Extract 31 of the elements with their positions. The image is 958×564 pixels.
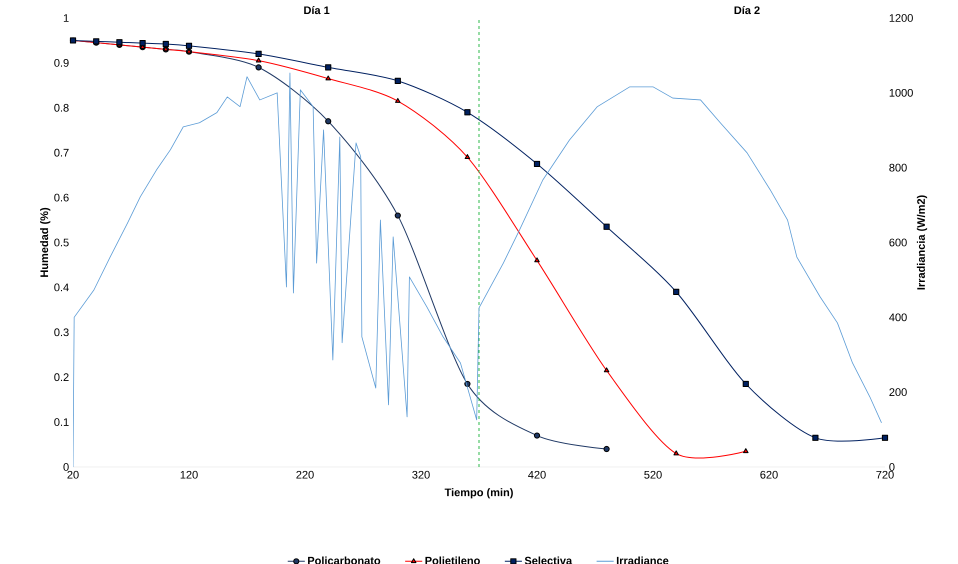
text: Día 2 [734, 6, 760, 14]
y-axis-title: Humedad (%) [40, 208, 50, 277]
y2-tick-label: 1200 [890, 14, 913, 22]
y-tick-label: 0.6 [54, 194, 69, 202]
x-tick-label: 720 [876, 470, 894, 479]
y2-tick-label: 600 [889, 238, 907, 246]
x-tick-label: 320 [412, 470, 430, 479]
x-tick-label: 220 [296, 470, 314, 479]
y2-tick-label: 0 [889, 463, 895, 471]
y-tick-label: 0.9 [54, 59, 69, 67]
x-tick-label: 20 [67, 470, 79, 479]
x-tick-label: 420 [528, 470, 546, 479]
y-tick-label: 0.8 [54, 104, 69, 112]
x-tick-label: 520 [644, 470, 662, 479]
x-tick-label: 120 [180, 470, 198, 479]
x-tick-label: 620 [760, 470, 778, 479]
y2-tick-label: 1000 [890, 88, 913, 97]
y-tick-label: 0.3 [54, 328, 69, 336]
y-tick-label: 0.7 [54, 148, 69, 157]
y2-axis-title: Irradiancia (W/m2) [916, 195, 928, 290]
y2-tick-label: 800 [889, 164, 907, 172]
y-tick-label: 0 [63, 463, 69, 471]
y-tick-label: 0.2 [54, 373, 69, 382]
x-axis-title: Tiempo (min) [444, 488, 513, 498]
y-tick-label: 0.5 [54, 238, 69, 246]
y-tick-label: 1 [64, 14, 69, 22]
y2-tick-label: 400 [889, 313, 907, 322]
y2-tick-label: 200 [889, 388, 907, 396]
y-tick-label: 0.1 [54, 418, 69, 426]
y-tick-label: 0.4 [54, 284, 69, 292]
text: Día 1 [304, 6, 330, 14]
